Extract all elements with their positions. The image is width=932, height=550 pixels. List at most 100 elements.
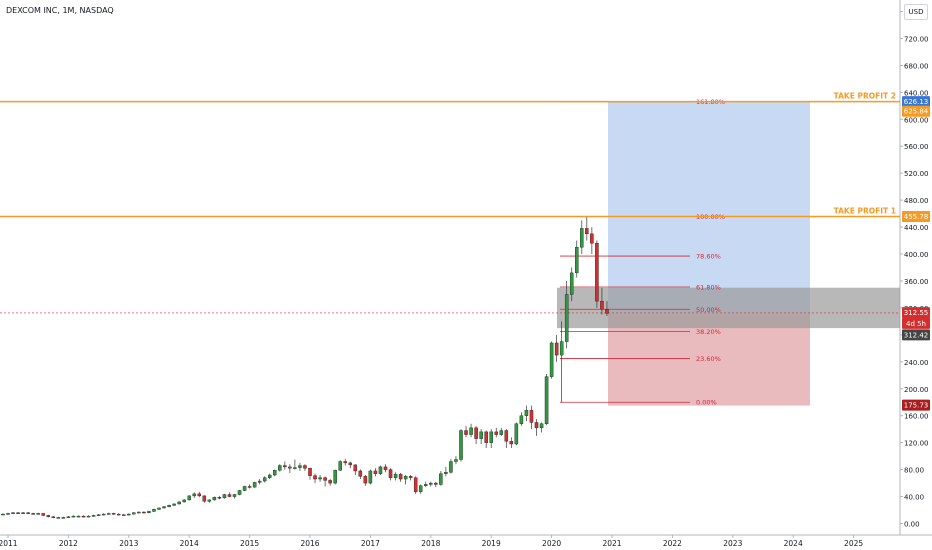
candle-body [1,513,5,516]
candle-body [323,477,327,481]
candle-body [554,342,559,356]
x-tick-label: 2021 [602,539,621,548]
candle-body [132,512,136,515]
candle-body [590,233,594,244]
candle-body [504,430,509,442]
candle-body [549,342,554,377]
x-tick-label: 2011 [0,539,18,548]
x-tick-label: 2018 [421,539,440,548]
currency-button[interactable]: USD [904,4,928,20]
candle-body [16,512,20,514]
candle-body [303,465,307,469]
candle-body [51,516,56,518]
price-tag-label: 175.73 [904,402,929,410]
candle-body [449,461,453,473]
candle-body [575,247,579,274]
candle-body [242,486,247,491]
candle-body [494,431,498,435]
candle-body [142,511,146,514]
stop-zone [608,313,810,406]
candle-body [91,515,96,517]
candle-body [403,476,408,480]
price-tag [902,96,930,108]
candle-body [162,506,166,509]
price-tag [902,329,930,341]
candle-body [61,517,66,519]
candle-body [182,499,186,503]
candle-body [514,423,519,445]
candle-body [605,309,609,314]
candle-body [288,466,292,469]
x-tick-label: 2016 [300,539,319,548]
candle-body [358,470,363,477]
candle-body [333,470,337,484]
y-tick-label: 520.00 [904,170,929,178]
candle-body [600,300,604,310]
candle-body [76,515,81,518]
candle-body [66,516,71,518]
candle-body [348,462,353,466]
candle-body [383,466,388,470]
candle-body [36,513,40,515]
candle-body [464,430,468,435]
candle-body [373,470,378,474]
candle-body [41,513,45,516]
fib-level-label: 50.00% [696,306,721,314]
x-tick-label: 2022 [663,539,682,548]
candle-body [454,459,458,462]
y-tick-label: 600.00 [904,116,929,124]
y-tick-label: 720.00 [904,35,929,43]
candle-body [595,243,599,302]
candle-body [237,490,242,495]
entry-band [557,287,900,329]
candle-body [408,476,413,478]
candle-body [252,482,257,488]
chart-title: DEXCOM INC, 1M, NASDAQ [6,6,114,15]
candle-body [489,431,493,443]
y-tick-label: 120.00 [904,440,929,448]
candle-body [298,465,302,468]
price-tag [902,399,930,411]
candle-body [418,485,423,493]
price-tag [902,210,930,222]
candle-body [262,477,267,482]
y-tick-label: 360.00 [904,278,929,286]
candle-body [222,494,227,499]
y-tick-label: 640.00 [904,89,929,97]
candle-body [378,466,383,474]
candle-body [81,515,86,518]
price-tag-label: 312.42 [904,331,929,339]
candle-body [529,410,534,423]
candle-body [484,431,488,443]
candle-body [212,497,217,501]
candle-body [585,228,589,235]
candle-body [157,507,161,510]
candle-body [308,468,312,476]
candle-body [247,486,252,488]
candle-body [147,511,151,513]
candle-body [202,495,207,502]
price-tag [902,307,930,319]
y-tick-label: 200.00 [904,386,929,394]
candle-body [363,476,368,484]
fib-level-label: 0.00% [696,399,717,407]
price-tag [902,317,930,329]
y-tick-label: 680.00 [904,62,929,70]
candle-body [207,499,212,502]
candle-body [56,517,61,519]
price-tag-label: 626.13 [904,98,929,106]
candle-body [393,474,398,478]
candle-body [86,515,91,518]
candle-body [137,511,141,514]
fib-level-label: 38.20% [696,328,721,336]
candle-body [21,512,25,514]
candle-body [434,482,438,485]
candle-body [343,461,347,464]
candle-body [26,512,30,514]
y-tick-label: 80.00 [904,467,924,475]
candle-body [524,410,529,416]
x-tick-label: 2019 [482,539,501,548]
candle-body [283,465,287,468]
candle-body [101,513,106,516]
